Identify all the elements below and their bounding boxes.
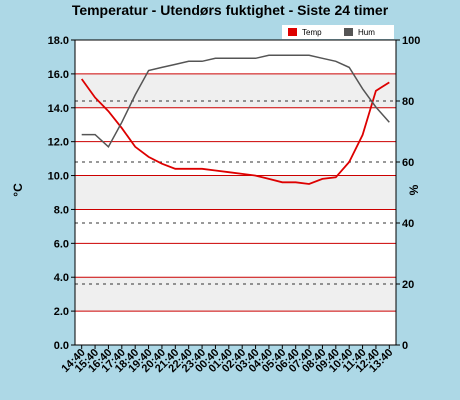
y-right-tick-label: 20 [402, 279, 414, 291]
legend-label-temp: Temp [302, 28, 322, 37]
y-left-tick-label: 16.0 [48, 69, 69, 81]
y-left-tick-label: 0.0 [54, 340, 69, 352]
y-left-tick-label: 6.0 [54, 238, 69, 250]
y-left-axis-label: °C [11, 183, 25, 197]
legend-label-hum: Hum [358, 28, 375, 37]
y-left-tick-label: 10.0 [48, 171, 69, 183]
plot-border [74, 39, 397, 346]
legend-box [282, 25, 394, 39]
plot-area: 0.0 2.0 4.0 6.0 8.0 10.0 12.0 14.0 16.0 18.0 0 20 40… [48, 25, 420, 375]
y-left-tick-label: 2.0 [54, 306, 69, 318]
plot-band [75, 175, 396, 210]
y-right-tick-label: 80 [402, 96, 414, 108]
y-left-tick-label: 18.0 [48, 35, 69, 47]
plot-band [75, 277, 396, 312]
series-line-temp [80, 78, 390, 185]
y-right-tick-label: 100 [402, 35, 420, 47]
y-right-tick-label: 60 [402, 157, 414, 169]
y-right-axis-label: % [407, 184, 421, 195]
y-left-tick-label: 4.0 [54, 272, 69, 284]
chart-title: Temperatur - Utendørs fuktighet - Siste … [72, 2, 389, 18]
y-left-tick-label: 14.0 [48, 103, 69, 115]
legend-swatch-temp [288, 28, 297, 36]
y-left-tick-label: 8.0 [54, 204, 69, 216]
legend-swatch-hum [344, 28, 353, 36]
y-right-tick-label: 0 [402, 340, 408, 352]
y-left-tick-label: 12.0 [48, 137, 69, 149]
plot-band [75, 73, 396, 108]
series-line-hum [81, 54, 390, 148]
y-right-tick-label: 40 [402, 218, 414, 230]
